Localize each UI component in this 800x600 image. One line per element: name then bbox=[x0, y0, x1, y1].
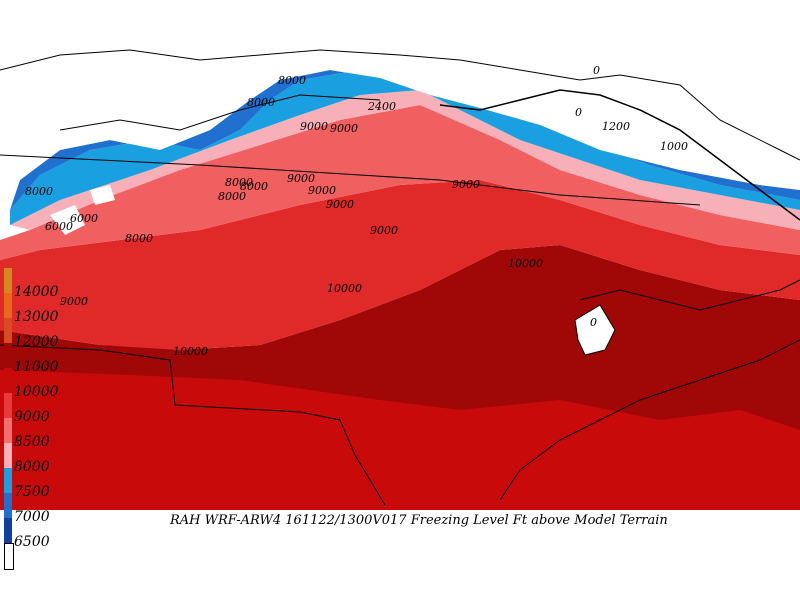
terrain-top bbox=[0, 0, 800, 190]
color-legend: 14000 13000 12000 11000 10000 9000 8500 8000 750… bbox=[0, 268, 70, 573]
contour-label: 9000 bbox=[370, 224, 398, 237]
legend-label: 6500 bbox=[14, 534, 50, 550]
contour-line bbox=[59, 94, 381, 131]
contour-label: 1000 bbox=[660, 140, 688, 153]
legend-label: 8500 bbox=[14, 434, 50, 450]
freezing-level-map bbox=[0, 0, 800, 510]
contour-label: 6000 bbox=[45, 220, 73, 233]
white-patch bbox=[574, 304, 616, 356]
state-border bbox=[0, 344, 386, 506]
contour-label: 8000 bbox=[240, 180, 268, 193]
contour-label: 9000 bbox=[308, 184, 336, 197]
white-patch-3 bbox=[90, 185, 115, 205]
band-7500 bbox=[10, 70, 800, 225]
contour-label: 2400 bbox=[368, 100, 396, 113]
legend-swatch bbox=[4, 343, 12, 368]
contour-label: 8000 bbox=[225, 176, 253, 189]
legend-swatch bbox=[4, 493, 12, 518]
legend-swatch bbox=[4, 368, 12, 393]
legend-swatch bbox=[4, 293, 12, 318]
legend-swatch bbox=[4, 268, 12, 293]
white-patch-2 bbox=[50, 205, 85, 235]
contour-label: 8000 bbox=[25, 185, 53, 198]
coastline-top bbox=[0, 49, 800, 161]
legend-swatch bbox=[4, 518, 12, 543]
contour-label: 0 bbox=[590, 316, 597, 329]
coastline-2 bbox=[579, 279, 800, 311]
legend-swatch bbox=[4, 318, 12, 343]
legend-swatch bbox=[4, 393, 12, 418]
legend-label: 14000 bbox=[14, 284, 59, 300]
legend-label: 7000 bbox=[14, 509, 50, 525]
contour-label: 8000 bbox=[125, 232, 153, 245]
legend-label: 9000 bbox=[14, 409, 50, 425]
contour-label: 8000 bbox=[218, 190, 246, 203]
legend-label: 10000 bbox=[14, 384, 59, 400]
contour-label: 0 bbox=[575, 106, 582, 119]
contour-label: 8000 bbox=[247, 96, 275, 109]
legend-label: 12000 bbox=[14, 334, 59, 350]
contour-label: 9000 bbox=[330, 122, 358, 135]
contour-label: 1200 bbox=[602, 120, 630, 133]
state-border-2 bbox=[0, 154, 701, 206]
legend-label: 8000 bbox=[14, 459, 50, 475]
legend-swatch bbox=[4, 443, 12, 468]
legend-label: 7500 bbox=[14, 484, 50, 500]
contour-label: 9000 bbox=[300, 120, 328, 133]
legend-swatch bbox=[4, 468, 12, 493]
band-8500 bbox=[0, 105, 800, 260]
coastline-top-2 bbox=[439, 89, 800, 221]
contour-label: 9000 bbox=[326, 198, 354, 211]
contour-label: 10000 bbox=[327, 282, 362, 295]
legend-label: 11000 bbox=[14, 359, 59, 375]
contour-label: 8000 bbox=[278, 74, 306, 87]
band-9000 bbox=[0, 180, 800, 350]
coastline bbox=[499, 339, 800, 501]
contour-label: 6000 bbox=[70, 212, 98, 225]
contour-label: 9000 bbox=[60, 295, 88, 308]
contour-label: 10000 bbox=[173, 345, 208, 358]
contour-label: 10000 bbox=[508, 257, 543, 270]
band-11000 bbox=[0, 245, 800, 430]
legend-swatch bbox=[4, 543, 14, 570]
contour-label: 9000 bbox=[287, 172, 315, 185]
map-caption: RAH WRF-ARW4 161122/1300V017 Freezing Le… bbox=[170, 513, 668, 528]
legend-swatch bbox=[4, 418, 12, 443]
contour-label: 9000 bbox=[452, 178, 480, 191]
contour-label: 0 bbox=[593, 64, 600, 77]
legend-label: 13000 bbox=[14, 309, 59, 325]
